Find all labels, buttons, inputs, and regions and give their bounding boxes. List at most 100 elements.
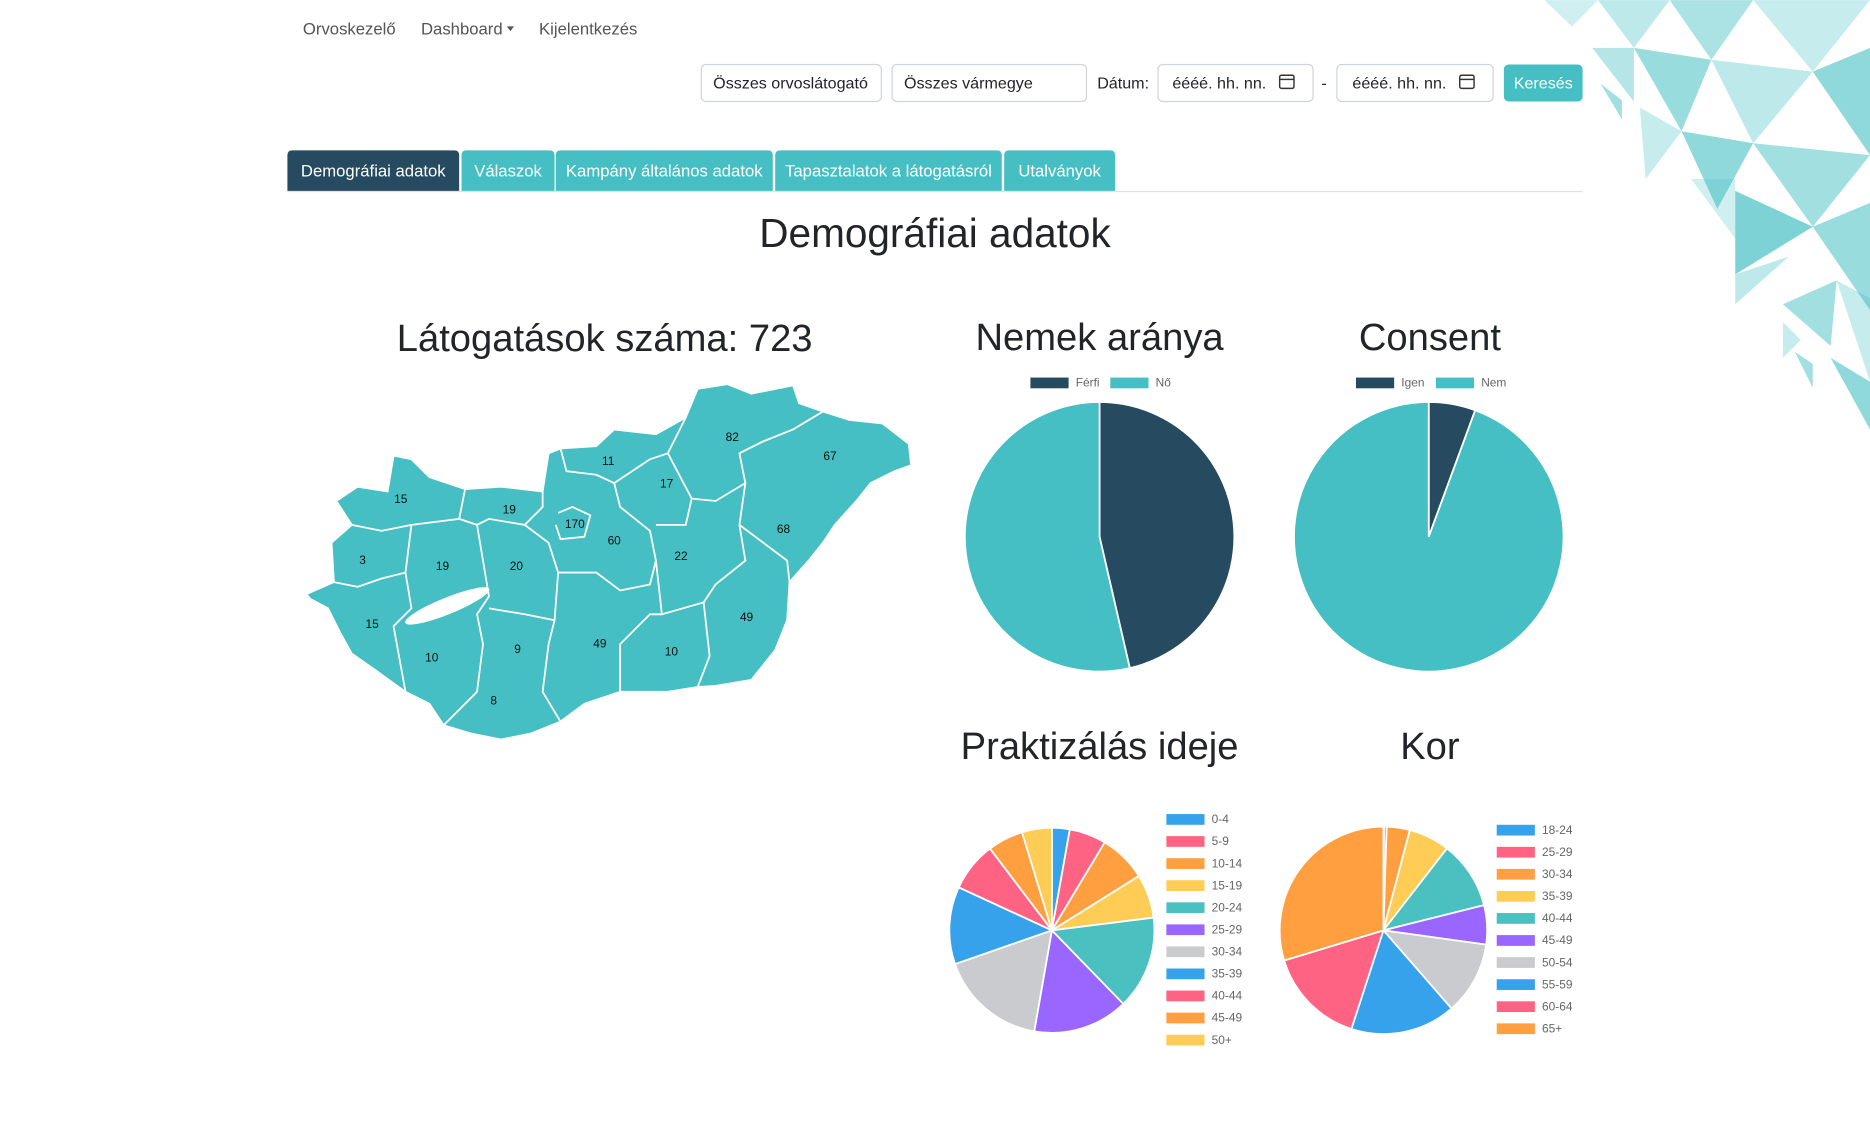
tab-label: Kampány általános adatok [566,161,763,180]
nav-dropdown[interactable]: Dashboard [421,19,503,38]
pie-slice [1049,916,1156,1006]
tab-label: Tapasztalatok a látogatásról [785,161,992,180]
date-placeholder: éééé. hh. nn. [1352,74,1446,92]
button-text: Keresés [1514,74,1573,92]
tab[interactable] [775,150,1002,191]
legend-swatch [1166,880,1205,891]
chart-title: Kor [1400,725,1460,768]
tab-label: Utalványok [1018,161,1101,180]
legend-swatch [1435,377,1475,389]
calendar-icon [1278,74,1295,90]
county-value: 8 [490,694,497,708]
legend-swatch [1496,890,1535,902]
legend-label: 18-24 [1542,823,1573,837]
legend-label: 10-14 [1212,856,1243,870]
lake-balaton [405,587,490,625]
legend-label: 25-29 [1212,922,1243,936]
legend-label: 0-4 [1212,812,1230,826]
date-to-input[interactable] [1336,63,1494,103]
legend-label: 30-34 [1212,945,1243,959]
county-value: 82 [726,430,740,444]
visits-title: Látogatások száma: 723 [397,317,813,360]
tab[interactable] [1004,150,1116,191]
nav-link[interactable]: Kijelentkezés [539,19,637,38]
visits-total: 723 [749,317,813,360]
county-values: 15 19 170 11 82 67 17 60 22 68 3 19 20 15 10 9 49 10 49 8 [359,430,837,708]
legend-label: 50+ [1212,1033,1232,1047]
county-value: 22 [674,549,688,563]
pie-slice [953,928,1054,1033]
legend-label: 40-44 [1212,989,1243,1003]
county-borders [333,410,824,726]
tab[interactable] [461,150,555,191]
county-value: 49 [740,610,754,624]
legend-label: 15-19 [1212,878,1243,892]
county-value: 9 [514,642,521,656]
legend-swatch [1166,946,1205,958]
county-value: 10 [665,645,679,659]
charts: Nemek aránya Férfi Nő Consent Igen Nem Praktiz… [948,316,1573,1047]
pie-slice [1283,928,1385,1031]
chart-title: Consent [1359,316,1502,359]
pie-slice [1278,825,1385,962]
legend-swatch [1166,968,1205,980]
tab[interactable] [555,150,773,191]
legend-swatch [1166,858,1205,869]
county-value: 11 [602,454,615,468]
page-heading: Demográfiai adatok [759,210,1111,256]
legend-label: 65+ [1542,1021,1562,1035]
pie-slice [1020,826,1053,931]
pie-slice [1381,929,1488,1010]
tab-label: Demográfiai adatok [301,161,446,180]
legend-label: 20-24 [1212,900,1243,914]
legend-swatch [1496,957,1535,968]
pie-slice [1350,928,1453,1035]
county-value: 67 [823,449,837,463]
legend-label: 40-44 [1542,911,1573,925]
calendar-icon [1459,74,1475,90]
county-value: 15 [365,617,379,631]
search-button[interactable] [1503,64,1583,102]
date-from-input[interactable] [1157,63,1314,103]
county-value: 17 [660,476,674,490]
legend-label: 30-34 [1542,867,1573,881]
date-label: Dátum: [1097,74,1149,92]
county-value: 49 [593,636,607,650]
select-text: Összes orvoslátogató [713,74,868,92]
legend-swatch [1496,913,1535,924]
county-value: 170 [565,517,585,531]
legend-swatch [1496,1001,1535,1013]
county-value: 15 [394,492,408,506]
decoration [1544,0,1870,430]
legend-label: 55-59 [1542,977,1573,991]
pie-slice [1098,401,1236,670]
county-value: 68 [777,522,791,536]
county-value: 20 [510,559,524,573]
doctor-select[interactable] [700,63,882,103]
legend-swatch [1110,377,1149,389]
legend-label: 50-54 [1542,955,1573,969]
legend-swatch [1166,924,1205,936]
legend-label: Nő [1156,376,1172,390]
legend-label: 5-9 [1212,834,1230,848]
county-value: 60 [608,534,622,548]
date-separator: - [1321,74,1326,92]
legend-swatch [1496,868,1535,880]
legend-swatch [1496,935,1535,946]
tab[interactable] [287,150,460,191]
chart-title: Nemek aránya [976,316,1225,359]
legend-swatch [1166,836,1205,847]
country-shape [305,383,913,741]
nav-link[interactable]: Orvoskezelő [303,19,396,38]
pie-slice [1293,401,1565,673]
legend-swatch [1355,377,1395,389]
pie-slice [963,401,1131,673]
county-select[interactable] [891,63,1088,103]
date-placeholder: éééé. hh. nn. [1172,74,1266,92]
visits-label: Látogatások száma: [397,317,739,360]
legend-label: 35-39 [1212,967,1243,981]
legend-label: 25-29 [1542,845,1573,859]
legend-swatch [1166,814,1205,825]
legend-swatch [1496,846,1535,858]
